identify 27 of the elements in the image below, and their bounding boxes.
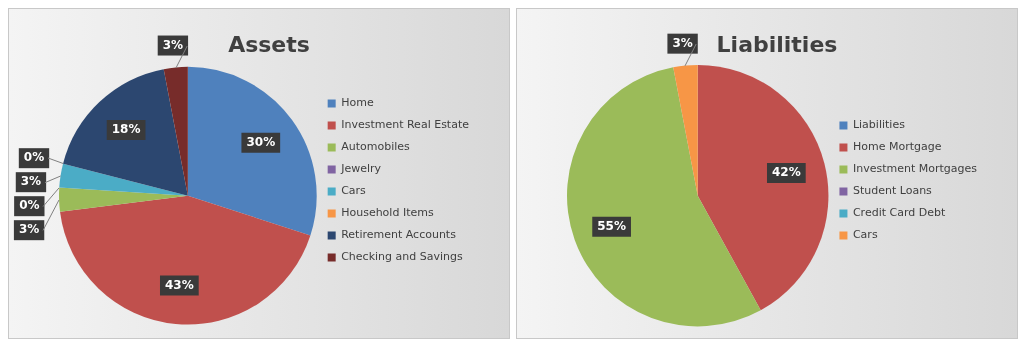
data-label: 3% <box>20 174 42 189</box>
data-label: 3% <box>18 222 40 237</box>
legend-label: Investment Mortgages <box>852 162 978 176</box>
legend-label: Cars <box>341 184 367 198</box>
legend-label: Household Items <box>341 206 434 220</box>
text: 0% <box>23 150 45 165</box>
legend-label: Jewelry <box>340 162 382 176</box>
legend-label: Home <box>341 96 374 110</box>
chart-title: Liabilities <box>716 31 838 57</box>
legend-label: Investment Real Estate <box>341 118 470 132</box>
chart-title: Assets <box>228 31 310 57</box>
legend-label: Cars <box>852 228 878 242</box>
legend-label: Retirement Accounts <box>341 228 457 242</box>
legend-label: Checking and Savings <box>341 250 463 264</box>
data-label: 55% <box>597 218 626 233</box>
data-label: 18% <box>111 122 141 137</box>
data-label: 3% <box>672 35 693 50</box>
data-label: 42% <box>771 165 801 180</box>
text: 0% <box>19 198 40 213</box>
legend-label: Home Mortgage <box>852 140 942 154</box>
data-label: 30% <box>246 134 276 149</box>
legend-label: Liabilities <box>852 118 906 132</box>
legend-label: Automobiles <box>341 140 411 154</box>
legend-label: Student Loans <box>852 184 933 198</box>
data-label: 43% <box>164 277 194 292</box>
legend-label: Credit Card Debt <box>852 206 946 220</box>
data-label: 3% <box>162 37 184 52</box>
